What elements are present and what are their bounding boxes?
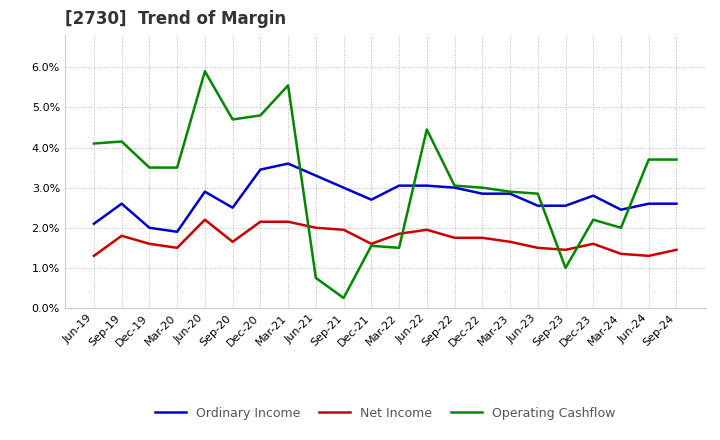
Net Income [478, 235, 487, 240]
Operating Cashflow [534, 191, 542, 196]
Line: Ordinary Income: Ordinary Income [94, 164, 677, 232]
Ordinary Income [423, 183, 431, 188]
Operating Cashflow [478, 185, 487, 190]
Text: [2730]  Trend of Margin: [2730] Trend of Margin [65, 10, 286, 28]
Ordinary Income [589, 193, 598, 198]
Ordinary Income [478, 191, 487, 196]
Operating Cashflow [616, 225, 625, 231]
Net Income [367, 241, 376, 246]
Ordinary Income [367, 197, 376, 202]
Ordinary Income [616, 207, 625, 213]
Ordinary Income [450, 185, 459, 190]
Operating Cashflow [589, 217, 598, 222]
Ordinary Income [201, 189, 210, 194]
Net Income [561, 247, 570, 253]
Net Income [312, 225, 320, 231]
Ordinary Income [505, 191, 514, 196]
Net Income [450, 235, 459, 240]
Operating Cashflow [561, 265, 570, 271]
Net Income [534, 245, 542, 250]
Operating Cashflow [644, 157, 653, 162]
Operating Cashflow [423, 127, 431, 132]
Net Income [117, 233, 126, 238]
Net Income [228, 239, 237, 245]
Ordinary Income [395, 183, 403, 188]
Operating Cashflow [173, 165, 181, 170]
Ordinary Income [89, 221, 98, 227]
Net Income [173, 245, 181, 250]
Net Income [395, 231, 403, 236]
Net Income [589, 241, 598, 246]
Operating Cashflow [505, 189, 514, 194]
Operating Cashflow [672, 157, 681, 162]
Line: Net Income: Net Income [94, 220, 677, 256]
Operating Cashflow [228, 117, 237, 122]
Ordinary Income [228, 205, 237, 210]
Net Income [256, 219, 265, 224]
Net Income [505, 239, 514, 245]
Ordinary Income [672, 201, 681, 206]
Net Income [644, 253, 653, 258]
Operating Cashflow [395, 245, 403, 250]
Net Income [284, 219, 292, 224]
Net Income [672, 247, 681, 253]
Operating Cashflow [201, 69, 210, 74]
Operating Cashflow [145, 165, 154, 170]
Net Income [89, 253, 98, 258]
Ordinary Income [256, 167, 265, 172]
Net Income [145, 241, 154, 246]
Ordinary Income [534, 203, 542, 209]
Ordinary Income [173, 229, 181, 235]
Net Income [616, 251, 625, 257]
Net Income [201, 217, 210, 222]
Operating Cashflow [117, 139, 126, 144]
Operating Cashflow [284, 83, 292, 88]
Ordinary Income [644, 201, 653, 206]
Operating Cashflow [312, 275, 320, 281]
Net Income [339, 227, 348, 232]
Ordinary Income [145, 225, 154, 231]
Ordinary Income [561, 203, 570, 209]
Ordinary Income [339, 185, 348, 190]
Line: Operating Cashflow: Operating Cashflow [94, 71, 677, 298]
Operating Cashflow [450, 183, 459, 188]
Ordinary Income [284, 161, 292, 166]
Legend: Ordinary Income, Net Income, Operating Cashflow: Ordinary Income, Net Income, Operating C… [150, 402, 621, 425]
Operating Cashflow [367, 243, 376, 249]
Operating Cashflow [339, 295, 348, 301]
Ordinary Income [117, 201, 126, 206]
Operating Cashflow [256, 113, 265, 118]
Operating Cashflow [89, 141, 98, 146]
Net Income [423, 227, 431, 232]
Ordinary Income [312, 173, 320, 178]
